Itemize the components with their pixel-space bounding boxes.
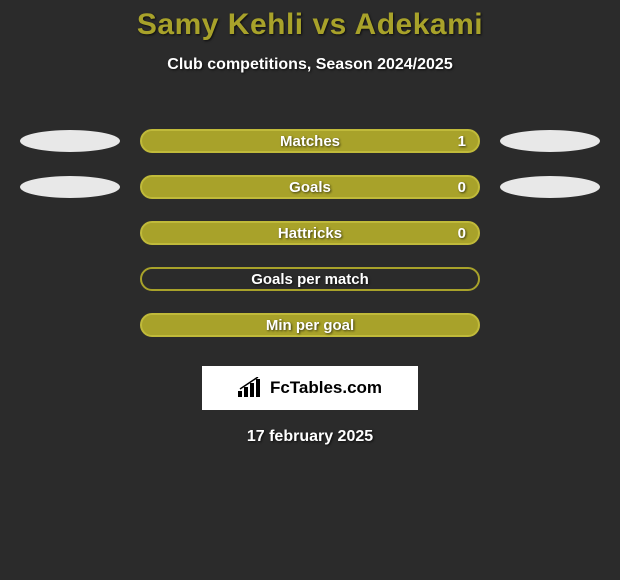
stat-row: Min per goal — [0, 302, 620, 348]
stat-pill: Goals 0 — [140, 175, 480, 199]
left-ellipse — [20, 222, 120, 244]
stat-label: Min per goal — [266, 317, 354, 334]
stat-value: 0 — [458, 179, 466, 196]
stat-row: Goals 0 — [0, 164, 620, 210]
stat-label: Goals per match — [251, 271, 369, 288]
stat-pill: Goals per match — [140, 267, 480, 291]
subtitle: Club competitions, Season 2024/2025 — [0, 56, 620, 74]
stat-value: 0 — [458, 225, 466, 242]
stat-rows: Matches 1 Goals 0 Hattricks 0 Goals per match M… — [0, 118, 620, 348]
logo-text: FcTables.com — [270, 378, 382, 398]
bars-icon — [238, 377, 264, 399]
comparison-infographic: Samy Kehli vs Adekami Club competitions,… — [0, 0, 620, 446]
left-ellipse — [20, 176, 120, 198]
right-ellipse — [500, 222, 600, 244]
stat-pill: Matches 1 — [140, 129, 480, 153]
date-text: 17 february 2025 — [0, 428, 620, 446]
stat-pill: Hattricks 0 — [140, 221, 480, 245]
right-ellipse — [500, 176, 600, 198]
stat-row: Goals per match — [0, 256, 620, 302]
stat-pill: Min per goal — [140, 313, 480, 337]
left-ellipse — [20, 268, 120, 290]
page-title: Samy Kehli vs Adekami — [0, 8, 620, 42]
left-ellipse — [20, 314, 120, 336]
right-ellipse — [500, 314, 600, 336]
stat-label: Hattricks — [278, 225, 342, 242]
stat-value: 1 — [458, 133, 466, 150]
right-ellipse — [500, 130, 600, 152]
left-ellipse — [20, 130, 120, 152]
stat-label: Goals — [289, 179, 331, 196]
logo-box: FcTables.com — [202, 366, 418, 410]
stat-row: Matches 1 — [0, 118, 620, 164]
right-ellipse — [500, 268, 600, 290]
stat-label: Matches — [280, 133, 340, 150]
stat-row: Hattricks 0 — [0, 210, 620, 256]
